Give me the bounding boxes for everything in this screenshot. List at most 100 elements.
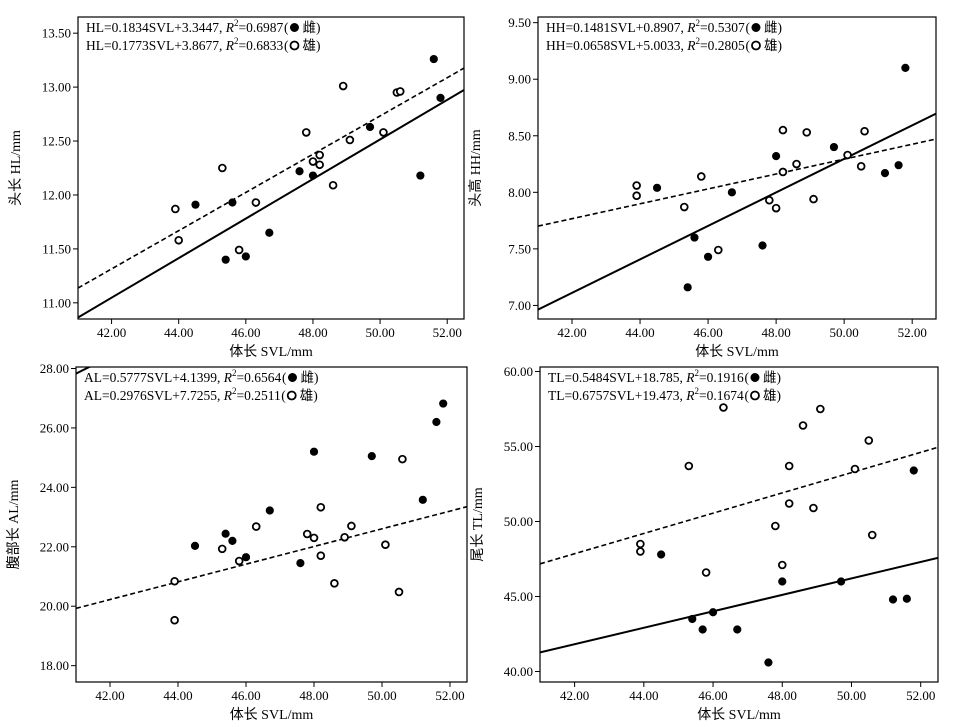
male-point [398,454,407,464]
y-axis-title: 头长 HL/mm [8,130,24,206]
x-tick-label: 46.00 [693,325,722,340]
male-point [395,87,405,96]
legend-equation: HH=0.1481SVL+0.8907, [546,20,687,35]
female-point [365,122,375,132]
legend-sex-label: 雌) [763,370,781,385]
x-tick-label: 46.00 [698,688,727,703]
legend-entry: HL=0.1773SVL+3.8677, R2=0.6833 [86,36,283,53]
female-point [683,283,692,292]
x-tick-label: 44.00 [629,688,658,703]
female-point [657,550,666,559]
male-point [679,202,689,212]
male-point [302,529,312,539]
male-point [338,81,348,91]
male-point [636,539,645,549]
legend-female-marker [750,373,760,382]
male-point [867,530,877,540]
male-point [784,461,794,471]
chart-al: 42.00 44.00 46.00 48.00 50.00 52.00 18.00 20.00… [5,361,468,723]
legend-paren: ( [281,388,286,403]
female-point [690,233,699,242]
x-tick-label: 52.00 [433,325,462,340]
male-point [713,245,723,255]
x-tick-label: 50.00 [365,325,394,340]
male-point [843,150,852,160]
female-point [836,577,846,586]
female-regression-line [78,89,464,319]
female-point [190,541,200,550]
y-tick-label: 9.50 [508,15,531,30]
male-point [778,125,788,135]
female-point [909,466,918,475]
x-tick-label: 48.00 [761,325,790,340]
male-point [315,160,324,170]
y-axis-title: 尾长 TL/mm [470,487,486,561]
legend-male-marker [286,390,297,401]
legend-r2: =0.5307 [700,20,745,35]
female-point [265,228,274,237]
y-tick-label: 13.00 [42,80,71,95]
female-point [295,167,304,176]
legend-female-marker [287,373,297,382]
male-point [345,135,355,145]
legend-sex-label: 雌) [764,20,782,35]
chart-tl: 42.00 44.00 46.00 48.00 50.00 52.00 40.00 45.00… [470,364,939,723]
male-point [301,128,311,137]
y-tick-label: 12.50 [42,134,71,149]
male-point [850,464,860,474]
x-tick-label: 44.00 [164,325,193,340]
male-point [771,521,780,531]
legend-entry: HH=0.1481SVL+0.8907, R2=0.5307 [546,18,745,35]
y-tick-label: 9.00 [508,72,531,87]
legend-paren: ( [282,370,287,385]
female-point [772,152,781,161]
male-point [809,194,818,204]
male-point [771,203,781,213]
legend-r2: =0.6564 [236,370,281,385]
legend-entry: TL=0.5484SVL+18.785, R2=0.1916 [548,368,744,385]
male-point [315,150,324,160]
y-tick-label: 28.00 [40,361,69,376]
male-point [379,128,388,137]
chart-hh: 42.00 44.00 46.00 48.00 50.00 52.00 7.00 7.50 8.… [467,15,937,360]
legend-entry: AL=0.2976SVL+7.7255, R2=0.2511 [84,386,281,403]
legend-male-marker [750,390,760,401]
female-point [652,183,662,192]
female-point [418,495,427,504]
legend-entry: AL=0.5777SVL+4.1399, R2=0.6564 [84,368,281,385]
female-point [708,608,718,617]
legend-equation: HH=0.0658SVL+5.0033, [546,38,687,53]
y-axis-title: 头高 HH/mm [467,129,484,206]
legend-paren: ( [284,38,289,53]
male-regression-line [78,67,464,289]
x-tick-label: 42.00 [557,325,586,340]
female-point [296,559,305,568]
y-tick-label: 7.50 [508,241,531,256]
female-point [829,142,839,152]
male-point [809,503,818,513]
male-point [765,195,774,205]
male-regression-line [76,505,467,610]
female-point [733,625,742,634]
legend-paren: ( [745,38,750,53]
female-point [901,63,910,72]
male-point [864,436,874,445]
y-tick-label: 8.50 [508,128,531,143]
female-point [241,252,250,261]
male-point [816,404,825,414]
x-tick-label: 46.00 [231,325,260,340]
legend-paren: ( [745,20,750,35]
x-tick-label: 42.00 [560,688,589,703]
male-point [174,235,183,245]
male-point [308,157,318,166]
legend-sex-label: 雌) [302,20,320,35]
x-tick-label: 52.00 [435,688,464,703]
male-point [784,499,794,508]
male-point [340,532,349,542]
female-point [416,171,425,180]
legend-entry: TL=0.6757SVL+19.473, R2=0.1674 [548,386,744,403]
chart-hl: 42.00 44.00 46.00 48.00 50.00 52.00 11.00 11.50… [8,16,465,360]
male-point [309,533,319,543]
female-point [309,447,319,456]
x-tick-label: 42.00 [97,325,126,340]
